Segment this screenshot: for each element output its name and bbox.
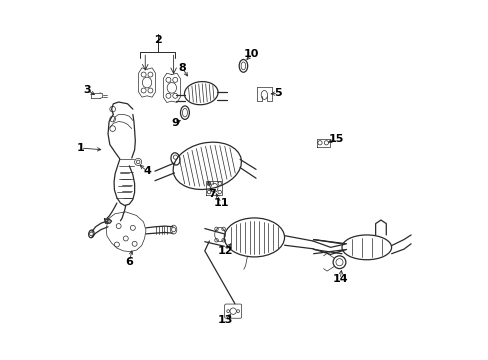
Text: 2: 2 xyxy=(153,35,161,45)
Text: 1: 1 xyxy=(77,143,84,153)
Text: 15: 15 xyxy=(328,134,344,144)
Text: 7: 7 xyxy=(208,189,216,199)
Text: 10: 10 xyxy=(244,49,259,59)
Text: 6: 6 xyxy=(125,257,133,266)
Text: 11: 11 xyxy=(213,198,229,208)
Text: 3: 3 xyxy=(83,85,90,95)
Text: 8: 8 xyxy=(178,63,186,73)
Text: 5: 5 xyxy=(274,88,282,98)
Text: 9: 9 xyxy=(171,118,179,128)
Text: 14: 14 xyxy=(332,274,347,284)
Text: 12: 12 xyxy=(217,246,232,256)
Text: 13: 13 xyxy=(217,315,232,325)
Text: 4: 4 xyxy=(143,166,151,176)
